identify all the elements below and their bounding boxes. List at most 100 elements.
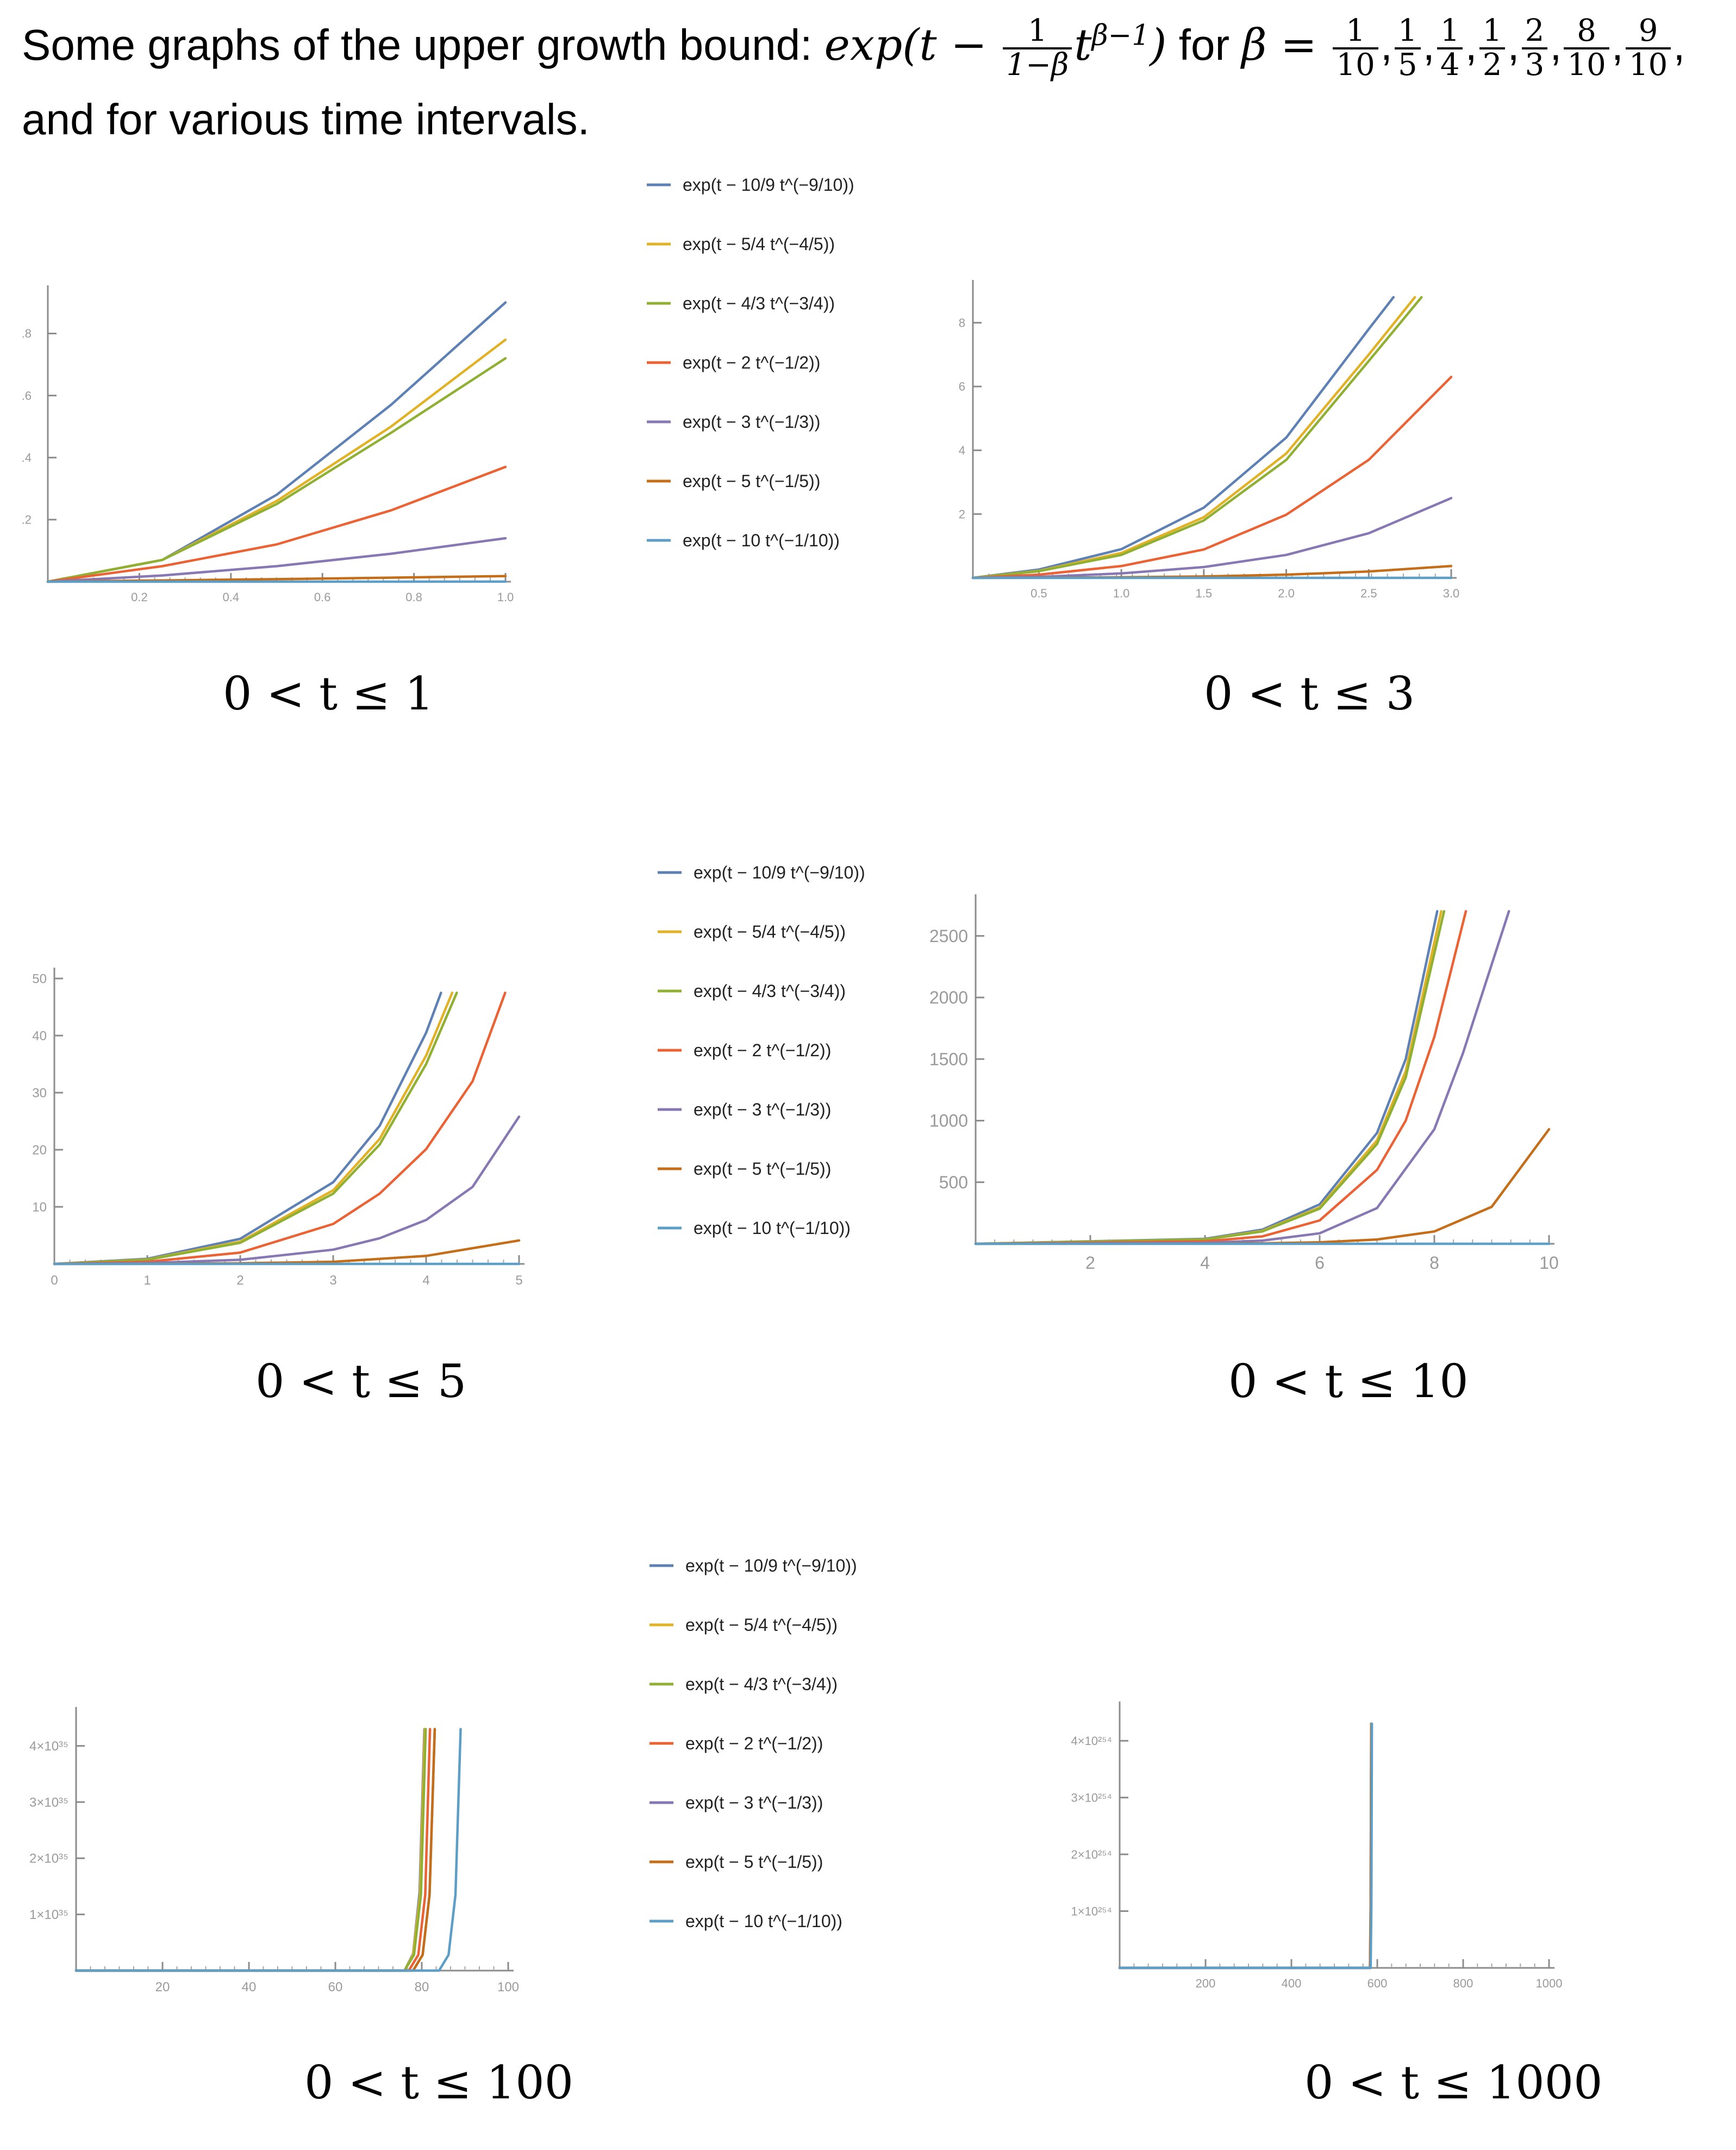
series-line (1118, 1722, 1373, 1970)
legend-label: exp(t − 3 t^(−1/3)) (694, 1100, 831, 1119)
x-tick-label: 60 (328, 1980, 343, 1995)
series-line (74, 1728, 432, 1972)
legend-2: exp(t − 10/9 t^(−9/10)) exp(t − 5/4 t^(−4… (658, 863, 865, 1238)
legend-label: exp(t − 3 t^(−1/3)) (683, 412, 820, 432)
legend-label: exp(t − 10 t^(−1/10)) (683, 531, 840, 550)
header-beta-symbol: β (1241, 19, 1267, 70)
legend-label: exp(t − 10 t^(−1/10)) (685, 1911, 842, 1931)
legend-1: exp(t − 10/9 t^(−9/10)) exp(t − 5/4 t^(−4… (647, 175, 854, 550)
y-tick-label: .4 (22, 451, 32, 464)
header-intro-text: Some graphs of the upper growth bound: (22, 20, 825, 69)
legend-label: exp(t − 5/4 t^(−4/5)) (694, 922, 846, 942)
x-tick-label: 2.5 (1360, 587, 1377, 600)
beta-fraction: 9 10 (1625, 15, 1671, 83)
beta-denominator: 10 (1567, 47, 1606, 83)
series-line (46, 301, 507, 583)
beta-separator: , (1465, 20, 1477, 69)
legend-label: exp(t − 5 t^(−1/5)) (694, 1159, 831, 1179)
y-tick-label: 8 (959, 316, 965, 329)
series-line (1118, 1722, 1373, 1970)
beta-separator: , (1673, 20, 1685, 69)
beta-numerator: 8 (1564, 15, 1609, 49)
y-tick-label: 6 (959, 380, 965, 394)
legend-label: exp(t − 10/9 t^(−9/10)) (694, 863, 865, 882)
x-tick-label: 6 (1315, 1253, 1325, 1273)
series-line (971, 296, 1423, 579)
beta-denominator: 5 (1397, 47, 1417, 83)
x-tick-label: 1.0 (497, 590, 514, 604)
legend-label: exp(t − 4/3 t^(−3/4)) (694, 981, 846, 1001)
legend-label: exp(t − 10 t^(−1/10)) (694, 1218, 851, 1238)
series-line (74, 1728, 427, 1972)
chart-panel-1: 0.2 0.4 0.6 0.8 1.0 .2 .4 .6 .8 0 < t ≤ 1 (22, 285, 514, 720)
x-tick-label: 2 (1085, 1253, 1095, 1273)
legend-label: exp(t − 3 t^(−1/3)) (685, 1793, 823, 1812)
beta-fraction: 8 10 (1564, 15, 1609, 82)
series-line (46, 465, 507, 583)
x-tick-label: 0.2 (131, 590, 148, 604)
chart-panel-2: 0.5 1.0 1.5 2.0 2.5 3.0 2 4 6 8 0 < t ≤ 3 (959, 280, 1459, 720)
y-tick-label: 1×10³⁵ (29, 1908, 68, 1922)
legend-label: exp(t − 10/9 t^(−9/10)) (685, 1556, 857, 1575)
header-line-2: and for various time intervals. (22, 95, 590, 144)
chart-panel-3: 0 1 2 3 4 5 10 20 30 40 50 0 < t ≤ 5 (32, 968, 524, 1408)
series-line (974, 910, 1439, 1245)
header-paren-close: ) (1150, 19, 1167, 70)
interval-caption: 0 < t ≤ 3 (1204, 667, 1415, 720)
legend-label: exp(t − 5 t^(−1/5)) (685, 1852, 823, 1872)
legend-3: exp(t − 10/9 t^(−9/10)) exp(t − 5/4 t^(−4… (650, 1556, 857, 1931)
y-tick-label: 4×10³⁵ (29, 1739, 68, 1754)
legend-label: exp(t − 2 t^(−1/2)) (683, 353, 820, 372)
y-tick-label: .6 (22, 389, 32, 402)
x-tick-label: 1.0 (1113, 587, 1130, 600)
interval-caption: 0 < t ≤ 1000 (1304, 2056, 1603, 2109)
legend-label: exp(t − 2 t^(−1/2)) (685, 1734, 823, 1753)
legend-label: exp(t − 4/3 t^(−3/4)) (685, 1674, 838, 1694)
y-tick-label: 3×10²⁵⁴ (1071, 1791, 1112, 1804)
y-tick-label: 40 (32, 1029, 47, 1043)
x-tick-label: 1 (143, 1273, 151, 1288)
header-coefficient-denominator: 1−β (1006, 47, 1069, 83)
beta-separator: , (1550, 20, 1562, 69)
series-line (46, 357, 507, 583)
series-line (1118, 1722, 1373, 1970)
x-tick-label: 40 (242, 1980, 257, 1995)
beta-numerator: 9 (1625, 15, 1671, 49)
header-coefficient-numerator: 1 (1003, 15, 1072, 49)
y-tick-label: 50 (32, 971, 47, 986)
series-line (974, 910, 1446, 1245)
header-equals: = (1266, 19, 1331, 70)
header-exp-word: exp (824, 19, 903, 70)
x-tick-label: 0.5 (1031, 587, 1047, 600)
x-tick-label: 2.0 (1278, 587, 1295, 600)
y-tick-label: 1500 (929, 1049, 968, 1069)
beta-numerator: 1 (1479, 15, 1506, 49)
legend-label: exp(t − 10/9 t^(−9/10)) (683, 175, 854, 195)
y-tick-label: 500 (939, 1173, 968, 1192)
series-line (74, 1728, 426, 1972)
legend-label: exp(t − 5/4 t^(−4/5)) (685, 1615, 838, 1635)
y-tick-label: 10 (32, 1200, 47, 1214)
y-tick-label: 2 (959, 507, 965, 521)
x-tick-label: 0 (51, 1273, 58, 1288)
header-minus: − (936, 19, 1001, 70)
y-tick-label: 20 (32, 1143, 47, 1157)
beta-denominator: 10 (1628, 47, 1668, 83)
beta-denominator: 4 (1440, 47, 1460, 83)
beta-fraction: 1 10 (1333, 15, 1378, 82)
y-tick-label: 30 (32, 1086, 47, 1100)
series-line (971, 376, 1453, 579)
series-line (1118, 1722, 1373, 1970)
series-line (74, 1728, 426, 1972)
legend-label: exp(t − 4/3 t^(−3/4)) (683, 294, 835, 313)
beta-numerator: 1 (1394, 15, 1421, 49)
series-line (971, 296, 1416, 579)
header-for-text: for (1166, 20, 1242, 69)
series-line (74, 1728, 462, 1972)
interval-caption: 0 < t ≤ 100 (304, 2056, 573, 2109)
x-tick-label: 200 (1196, 1977, 1216, 1990)
y-tick-label: 3×10³⁵ (29, 1795, 68, 1810)
y-tick-label: 1×10²⁵⁴ (1071, 1904, 1112, 1918)
